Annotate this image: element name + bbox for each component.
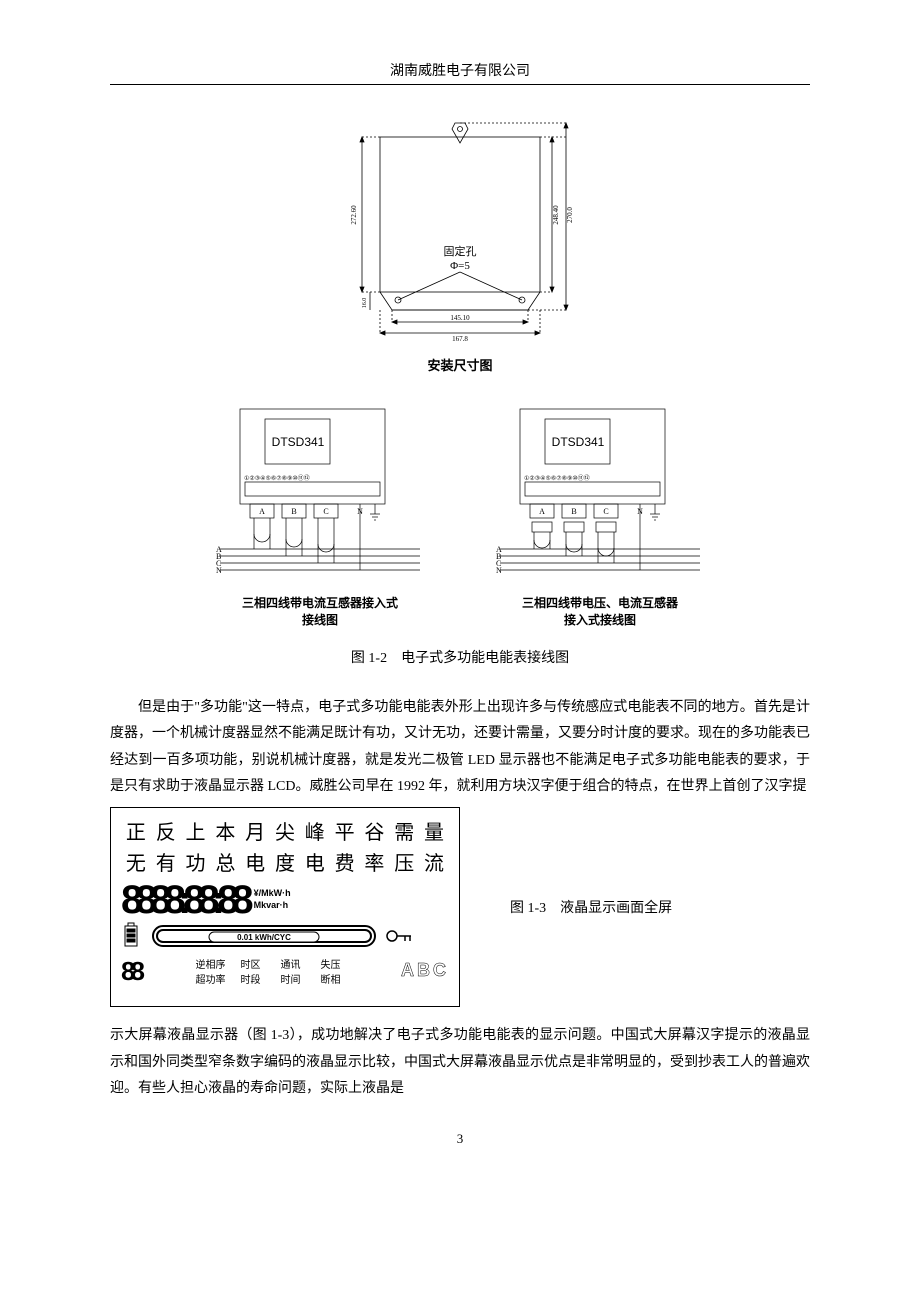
svg-text:0.01 kWh/CYC: 0.01 kWh/CYC (237, 933, 291, 942)
svg-text:DTSD341: DTSD341 (552, 435, 605, 449)
svg-text:16.0: 16.0 (362, 298, 368, 309)
wiring-right-caption: 三相四线带电压、电流互感器 接入式接线图 (490, 595, 710, 629)
lcd-char: 无 (121, 847, 151, 876)
company-name: 湖南威胜电子有限公司 (390, 64, 530, 79)
battery-icon (121, 922, 143, 950)
lcd-oval-bar: 0.01 kWh/CYC (149, 922, 379, 950)
wiring-left-caption-l1: 三相四线带电流互感器接入式 (210, 595, 430, 612)
lcd-char: 流 (419, 847, 449, 876)
mounting-dimension-caption: 安装尺寸图 (110, 355, 810, 374)
lcd-char: 尖 (270, 816, 300, 845)
lcd-cn-row-2: 无有功总电度电费率压流 (121, 847, 449, 876)
lcd-char: 电 (300, 847, 330, 876)
lcd-char: 费 (330, 847, 360, 876)
lcd-units: ¥/MkW·h Mkvar·h (254, 888, 291, 911)
svg-text:B: B (291, 507, 296, 516)
lcd-status-cell: 通讯 (275, 956, 305, 971)
wiring-left-col: DTSD341 ①②③④⑤⑥⑦⑧⑨⑩⑪⑫ A B C N (210, 404, 430, 629)
page-header: 湖南威胜电子有限公司 (110, 60, 810, 85)
lcd-char: 上 (181, 816, 211, 845)
lcd-bar-row: 0.01 kWh/CYC (121, 922, 449, 950)
svg-text:A: A (259, 507, 265, 516)
svg-text:A: A (539, 507, 545, 516)
lcd-status-cell: 时间 (275, 971, 305, 986)
lcd-figure-caption: 图 1-3 液晶显示画面全屏 (510, 897, 672, 917)
page: 湖南威胜电子有限公司 固定孔 Φ=5 (0, 0, 920, 1187)
svg-text:①②③④⑤⑥⑦⑧⑨⑩⑪⑫: ①②③④⑤⑥⑦⑧⑨⑩⑪⑫ (244, 474, 310, 482)
lcd-char: 压 (389, 847, 419, 876)
wiring-left-svg: DTSD341 ①②③④⑤⑥⑦⑧⑨⑩⑪⑫ A B C N (210, 404, 430, 584)
lcd-char: 率 (360, 847, 390, 876)
lcd-status-cell: 失压 (315, 956, 345, 971)
lcd-char: 电 (240, 847, 270, 876)
lcd-status-cell: 断相 (315, 971, 345, 986)
wiring-right-caption-l1: 三相四线带电压、电流互感器 (490, 595, 710, 612)
wiring-right-col: DTSD341 ①②③④⑤⑥⑦⑧⑨⑩⑪⑫ A B C N (490, 404, 710, 629)
lcd-char: 量 (419, 816, 449, 845)
lcd-char: 功 (181, 847, 211, 876)
mounting-dimension-figure: 固定孔 Φ=5 272.60 248.40 270.0 (110, 115, 810, 345)
wiring-left-caption: 三相四线带电流互感器接入式 接线图 (210, 595, 430, 629)
lcd-status-cell: 时区 (235, 956, 265, 971)
lcd-char: 峰 (300, 816, 330, 845)
wiring-right-svg: DTSD341 ①②③④⑤⑥⑦⑧⑨⑩⑪⑫ A B C N (490, 404, 710, 584)
wiring-right-caption-l2: 接入式接线图 (490, 612, 710, 629)
lcd-char: 总 (210, 847, 240, 876)
mounting-dimension-svg: 固定孔 Φ=5 272.60 248.40 270.0 (320, 115, 600, 345)
svg-text:B: B (571, 507, 576, 516)
lcd-figure-row: 正反上本月尖峰平谷需量 无有功总电度电费率压流 8888:88:88 ¥/MkW… (110, 807, 810, 1007)
svg-text:C: C (323, 507, 328, 516)
svg-text:N: N (496, 566, 502, 575)
wiring-figures-row: DTSD341 ①②③④⑤⑥⑦⑧⑨⑩⑪⑫ A B C N (110, 404, 810, 629)
lcd-status-cell: 时段 (235, 971, 265, 986)
svg-text:N: N (216, 566, 222, 575)
svg-text:270.0: 270.0 (566, 207, 574, 223)
lcd-char: 正 (121, 816, 151, 845)
paragraph-2: 示大屏幕液晶显示器（图 1-3），成功地解决了电子式多功能电能表的显示问题。中国… (110, 1023, 810, 1103)
lcd-char: 需 (389, 816, 419, 845)
lcd-unit-kvarh: Mkvar·h (254, 900, 291, 912)
wiring-left-caption-l2: 接线图 (210, 612, 430, 629)
lcd-mid-row: 8888:88:88 ¥/MkW·h Mkvar·h (121, 880, 449, 920)
lcd-cn-row-1: 正反上本月尖峰平谷需量 (121, 816, 449, 845)
svg-text:145.10: 145.10 (450, 314, 470, 322)
lcd-char: 月 (240, 816, 270, 845)
lcd-status-cell: 逆相序 (195, 956, 225, 971)
svg-text:272.60: 272.60 (350, 205, 358, 225)
lcd-char: 反 (151, 816, 181, 845)
lcd-char: 本 (210, 816, 240, 845)
svg-text:①②③④⑤⑥⑦⑧⑨⑩⑪⑫: ①②③④⑤⑥⑦⑧⑨⑩⑪⑫ (524, 474, 590, 482)
paragraph-1: 但是由于"多功能"这一特点，电子式多功能电能表外形上出现许多与传统感应式电能表不… (110, 695, 810, 801)
lcd-unit-kwh: ¥/MkW·h (254, 888, 291, 900)
key-icon (385, 926, 415, 946)
lcd-main-digits: 8888:88:88 (121, 880, 246, 920)
lcd-small-digits: 88 (121, 958, 140, 984)
wiring-figure-caption: 图 1-2 电子式多功能电能表接线图 (110, 647, 810, 667)
lcd-status-cell: 超功率 (195, 971, 225, 986)
lcd-char: 度 (270, 847, 300, 876)
page-number: 3 (110, 1131, 810, 1147)
svg-text:C: C (603, 507, 608, 516)
lcd-status-grid: 逆相序时区通讯失压超功率时段时间断相 (195, 956, 345, 986)
lcd-bottom-row: 88 逆相序时区通讯失压超功率时段时间断相 ABC (121, 956, 449, 986)
svg-text:DTSD341: DTSD341 (272, 435, 325, 449)
lcd-char: 平 (330, 816, 360, 845)
lcd-char: 谷 (360, 816, 390, 845)
svg-text:167.8: 167.8 (452, 335, 468, 343)
svg-text:248.40: 248.40 (552, 205, 560, 225)
lcd-abc-label: ABC (401, 960, 449, 981)
lcd-display-box: 正反上本月尖峰平谷需量 无有功总电度电费率压流 8888:88:88 ¥/MkW… (110, 807, 460, 1007)
svg-text:固定孔: 固定孔 (444, 244, 477, 258)
svg-text:Φ=5: Φ=5 (450, 260, 470, 272)
lcd-char: 有 (151, 847, 181, 876)
